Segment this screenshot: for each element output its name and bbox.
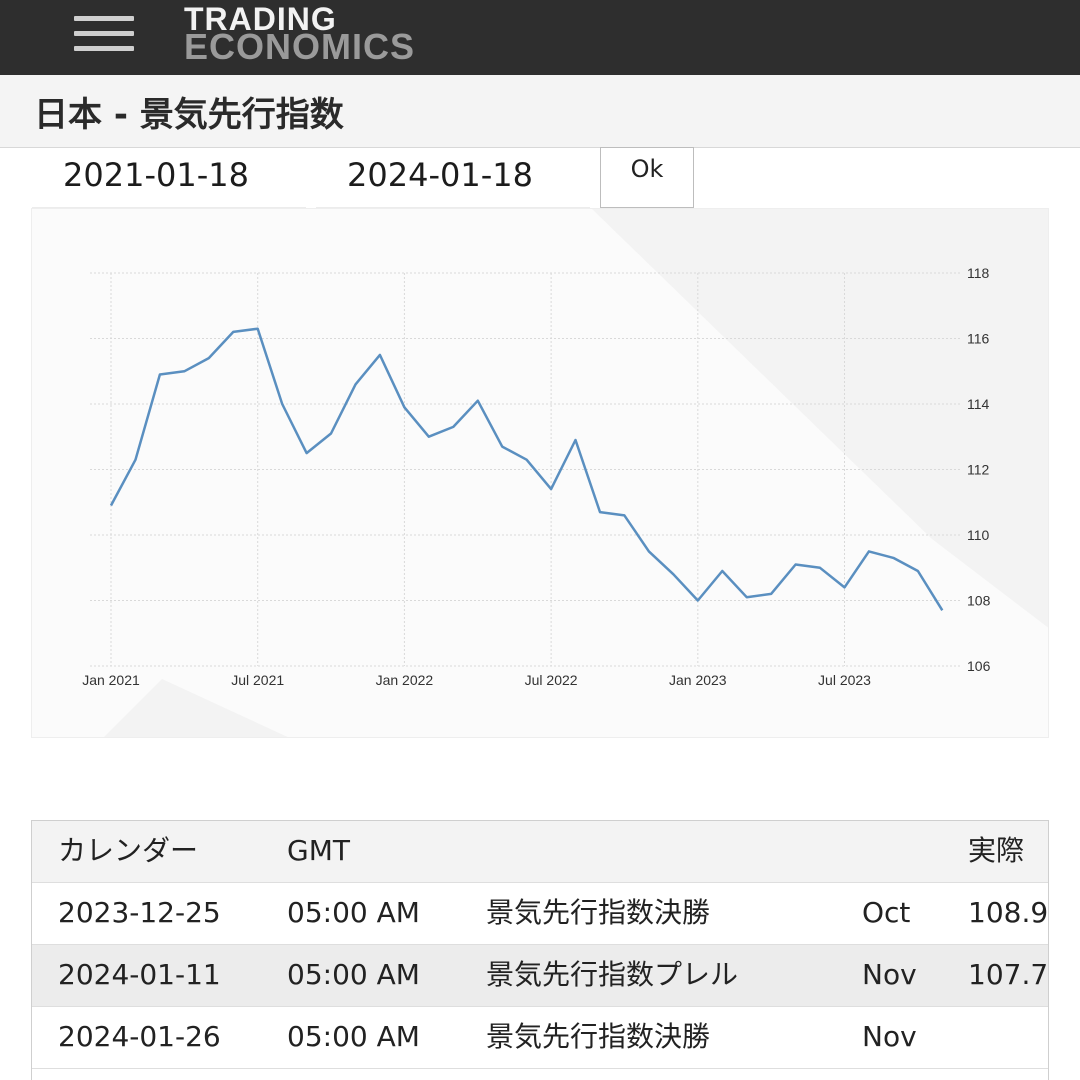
title-bar: 日本 - 景気先行指数 xyxy=(0,75,1080,148)
x-tick-label: Jul 2022 xyxy=(525,672,578,688)
calendar-table: カレンダー GMT 実際 2023-12-25 05:00 AM 景気先行指数決… xyxy=(31,820,1049,1080)
logo-line-1: TRADING xyxy=(184,1,337,37)
line-chart: 118 116 114 112 110 108 106 Jan 2021 Jul 2021 Jan… xyxy=(82,209,1048,737)
x-tick-label: Jan 2021 xyxy=(82,672,140,688)
page-title: 日本 - 景気先行指数 xyxy=(34,95,344,135)
row-event[interactable]: 景気先行指数決勝 xyxy=(486,896,711,929)
row-time: 05:00 AM xyxy=(287,958,420,991)
trading-economics-logo[interactable]: TRADING ECONOMICS xyxy=(184,1,416,67)
y-tick-label: 112 xyxy=(967,462,990,478)
row-time: 05:00 AM xyxy=(287,896,420,929)
table-row[interactable]: 2023-12-25 05:00 AM 景気先行指数決勝 Oct 108.9 xyxy=(32,883,1049,945)
row-actual: 107.7 xyxy=(968,958,1049,991)
start-date-input[interactable]: 2021-01-18 xyxy=(32,148,306,208)
ok-button[interactable]: Ok xyxy=(600,147,694,208)
row-event[interactable]: 景気先行指数プレル xyxy=(486,958,739,991)
top-navbar: TRADING ECONOMICS xyxy=(0,0,1080,75)
logo-line-2: ECONOMICS xyxy=(184,26,416,67)
row-date: 2024-01-26 xyxy=(58,1020,221,1053)
y-tick-label: 118 xyxy=(967,265,990,281)
row-reference: Oct xyxy=(862,896,911,929)
chart-panel: 118 116 114 112 110 108 106 Jan 2021 Jul 2021 Jan… xyxy=(31,208,1049,738)
y-tick-label: 116 xyxy=(967,331,990,347)
row-event[interactable]: 景気先行指数決勝 xyxy=(486,1020,711,1053)
x-tick-label: Jan 2022 xyxy=(376,672,434,688)
row-reference: Nov xyxy=(862,1020,917,1053)
background-watermark-shape xyxy=(104,679,288,737)
table-row[interactable]: 2024-01-11 05:00 AM 景気先行指数プレル Nov 107.7 xyxy=(32,945,1049,1007)
y-tick-label: 108 xyxy=(967,593,991,609)
y-tick-label: 114 xyxy=(967,396,990,412)
x-tick-label: Jan 2023 xyxy=(669,672,727,688)
row-time: 05:00 AM xyxy=(287,1020,420,1053)
y-tick-label: 106 xyxy=(967,658,991,674)
y-tick-label: 110 xyxy=(967,527,990,543)
row-reference: Nov xyxy=(862,958,917,991)
row-actual: 108.9 xyxy=(968,896,1049,929)
row-date: 2024-01-11 xyxy=(58,958,221,991)
header-gmt: GMT xyxy=(287,834,350,867)
x-tick-label: Jul 2021 xyxy=(231,672,284,688)
background-watermark-shape xyxy=(592,209,1048,628)
header-actual: 実際 xyxy=(968,834,1025,867)
header-calendar: カレンダー xyxy=(58,834,199,867)
row-date: 2023-12-25 xyxy=(58,896,221,929)
x-tick-label: Jul 2023 xyxy=(818,672,871,688)
end-date-input[interactable]: 2024-01-18 xyxy=(316,148,590,208)
table-row[interactable]: 2024-01-26 05:00 AM 景気先行指数決勝 Nov xyxy=(32,1007,1048,1069)
hamburger-menu-icon[interactable] xyxy=(74,14,136,52)
calendar-header-row: カレンダー GMT 実際 xyxy=(32,821,1048,883)
